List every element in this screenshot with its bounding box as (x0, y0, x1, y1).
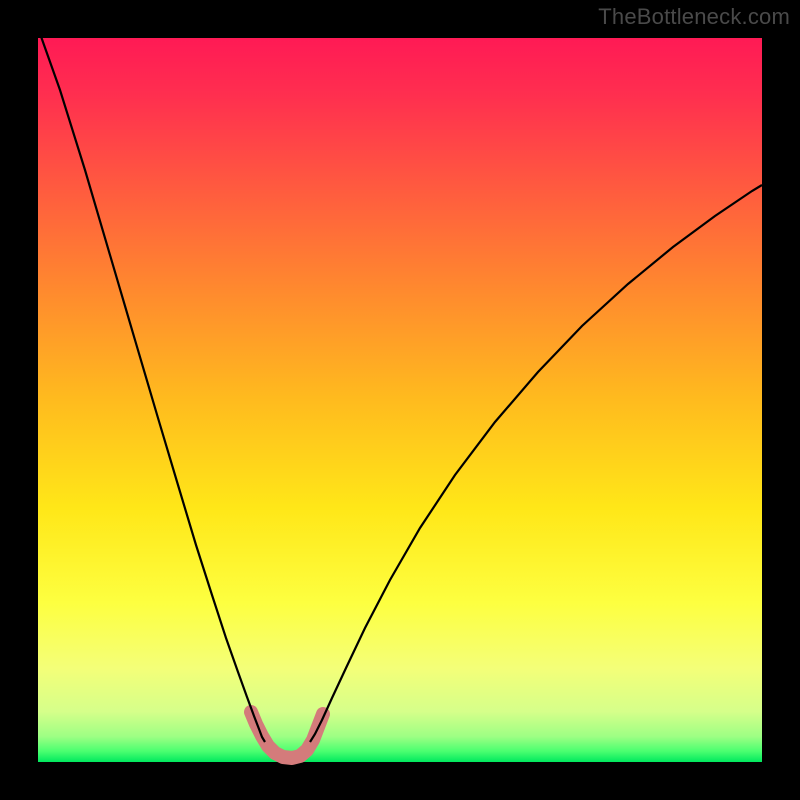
bottleneck-curve-left (38, 28, 265, 742)
chart-frame: TheBottleneck.com (0, 0, 800, 800)
curve-layer (0, 0, 800, 800)
watermark-text: TheBottleneck.com (598, 4, 790, 30)
bottleneck-curve-right (310, 185, 762, 742)
